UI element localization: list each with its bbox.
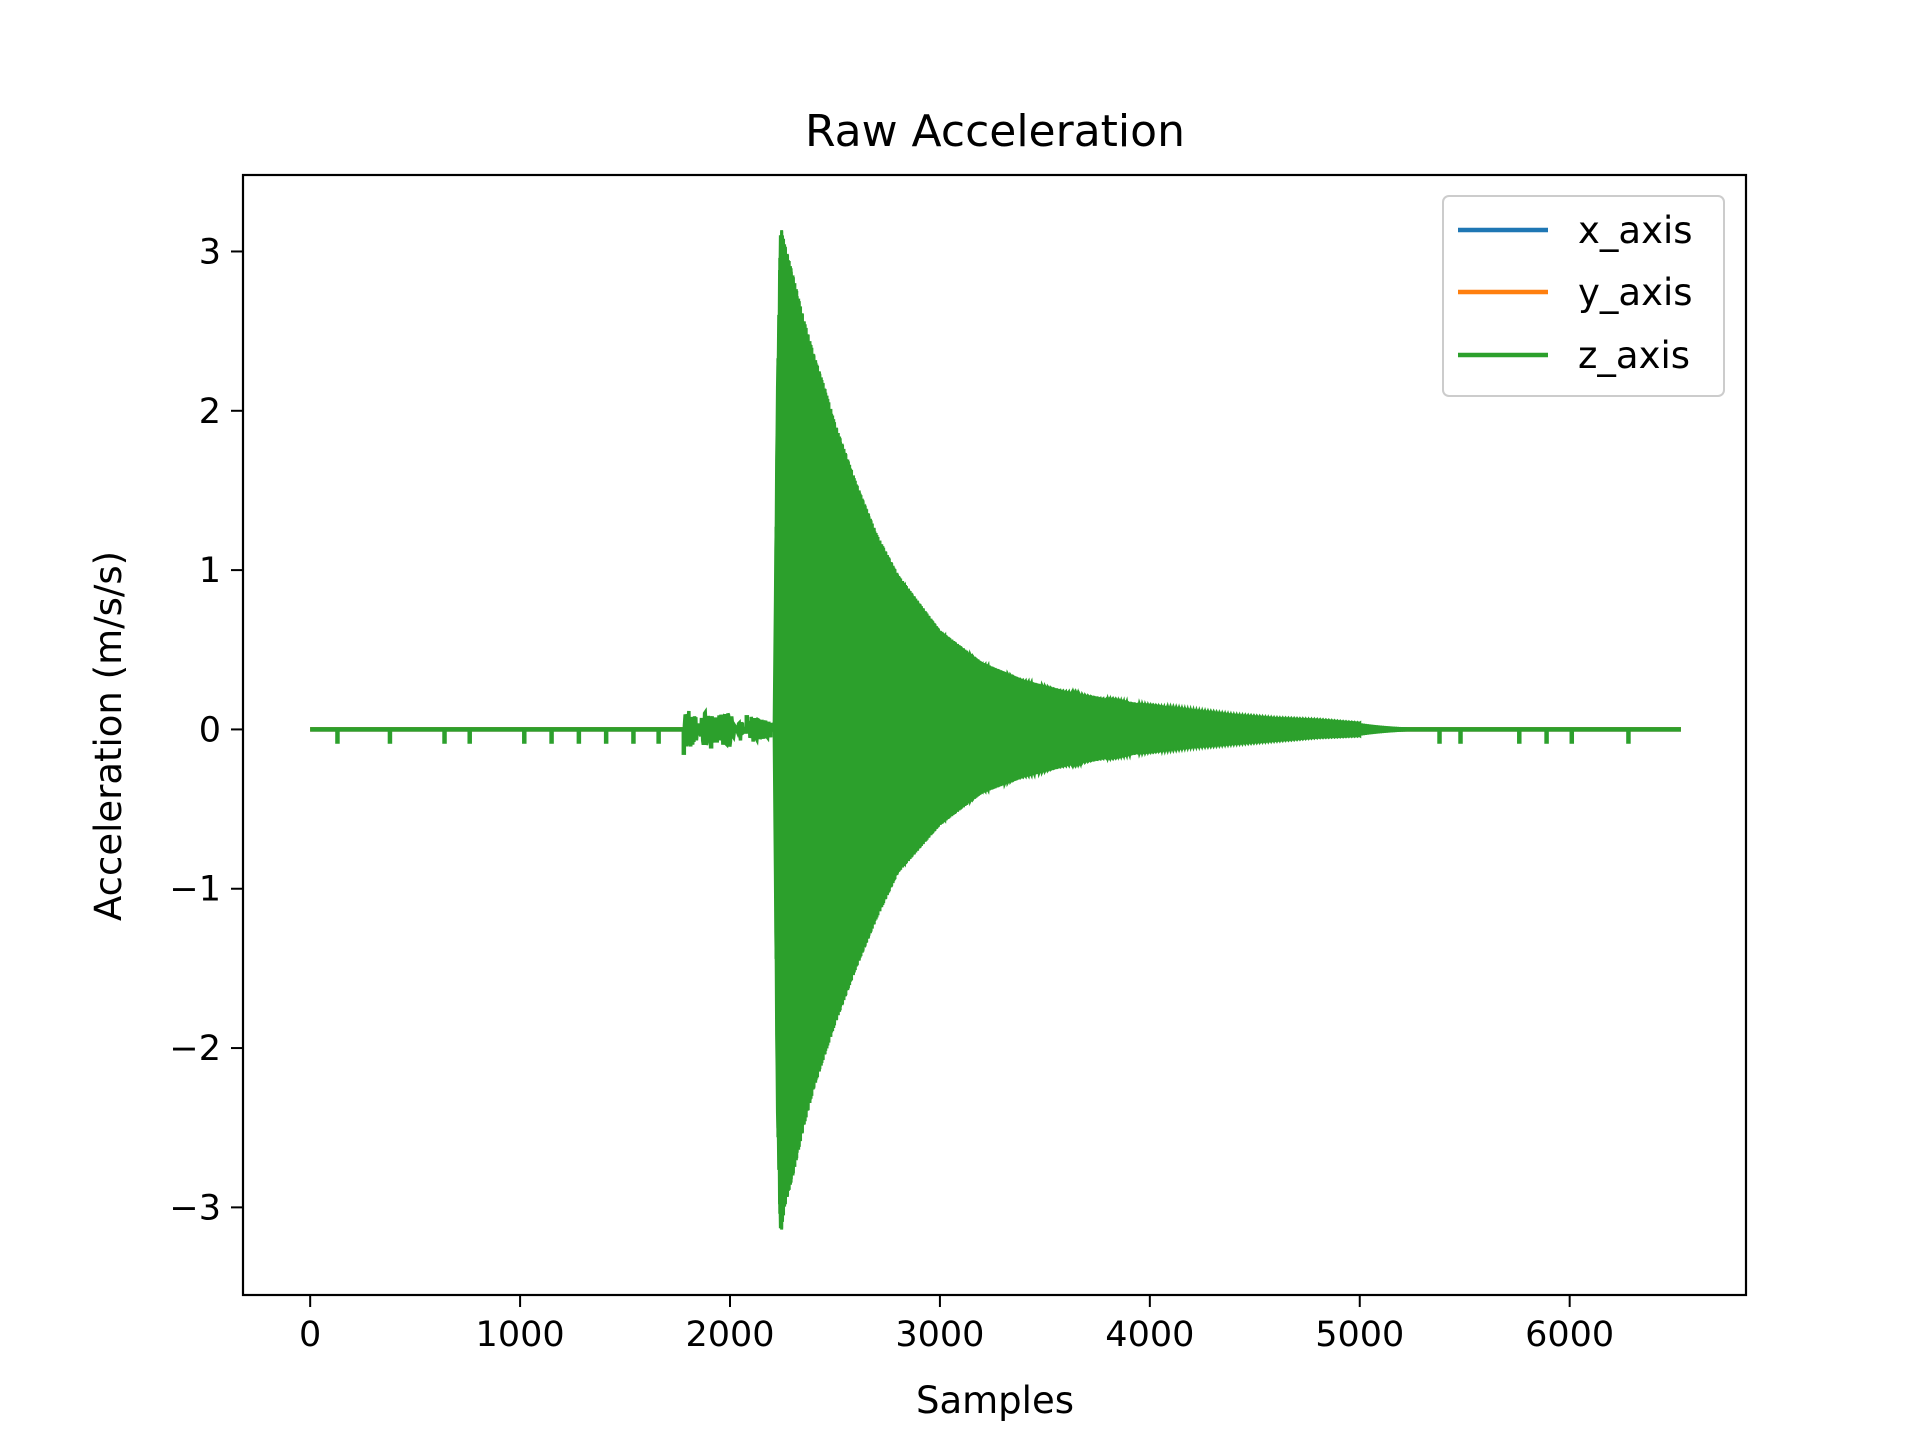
plot-area bbox=[310, 230, 1681, 1230]
plot-frame bbox=[241, 173, 1748, 1297]
series-z-axis-pre-event-noise bbox=[682, 707, 774, 749]
x-tick-label: 6000 bbox=[1525, 1315, 1614, 1355]
y-tick-label: 2 bbox=[199, 392, 221, 432]
y-tick-label: 1 bbox=[199, 551, 221, 591]
x-tick-label: 1000 bbox=[476, 1315, 565, 1355]
series-z-axis bbox=[310, 230, 1681, 1230]
y-axis: −3 −2 −1 0 1 2 3 bbox=[169, 232, 243, 1228]
y-axis-label: Acceleration (m/s/s) bbox=[87, 551, 130, 921]
legend-box bbox=[1442, 195, 1725, 397]
x-axis-label: Samples bbox=[916, 1379, 1074, 1422]
x-tick-label: 0 bbox=[299, 1315, 321, 1355]
y-tick-label: −3 bbox=[169, 1188, 221, 1228]
y-tick-label: −2 bbox=[169, 1029, 221, 1069]
y-tick-label: 3 bbox=[199, 232, 221, 272]
x-tick-label: 3000 bbox=[895, 1315, 984, 1355]
chart-title: Raw Acceleration bbox=[805, 106, 1185, 157]
y-tick-label: −1 bbox=[169, 870, 221, 910]
legend: x_axis y_axis z_axis bbox=[1442, 195, 1725, 397]
x-tick-label: 2000 bbox=[685, 1315, 774, 1355]
x-axis: 0 1000 2000 3000 4000 5000 6000 bbox=[299, 1295, 1614, 1355]
y-tick-label: 0 bbox=[199, 710, 221, 750]
x-tick-label: 5000 bbox=[1315, 1315, 1404, 1355]
legend-label-z-axis: z_axis bbox=[1578, 334, 1690, 377]
x-tick-label: 4000 bbox=[1105, 1315, 1194, 1355]
legend-label-x-axis: x_axis bbox=[1578, 209, 1693, 252]
legend-label-y-axis: y_axis bbox=[1578, 271, 1693, 314]
